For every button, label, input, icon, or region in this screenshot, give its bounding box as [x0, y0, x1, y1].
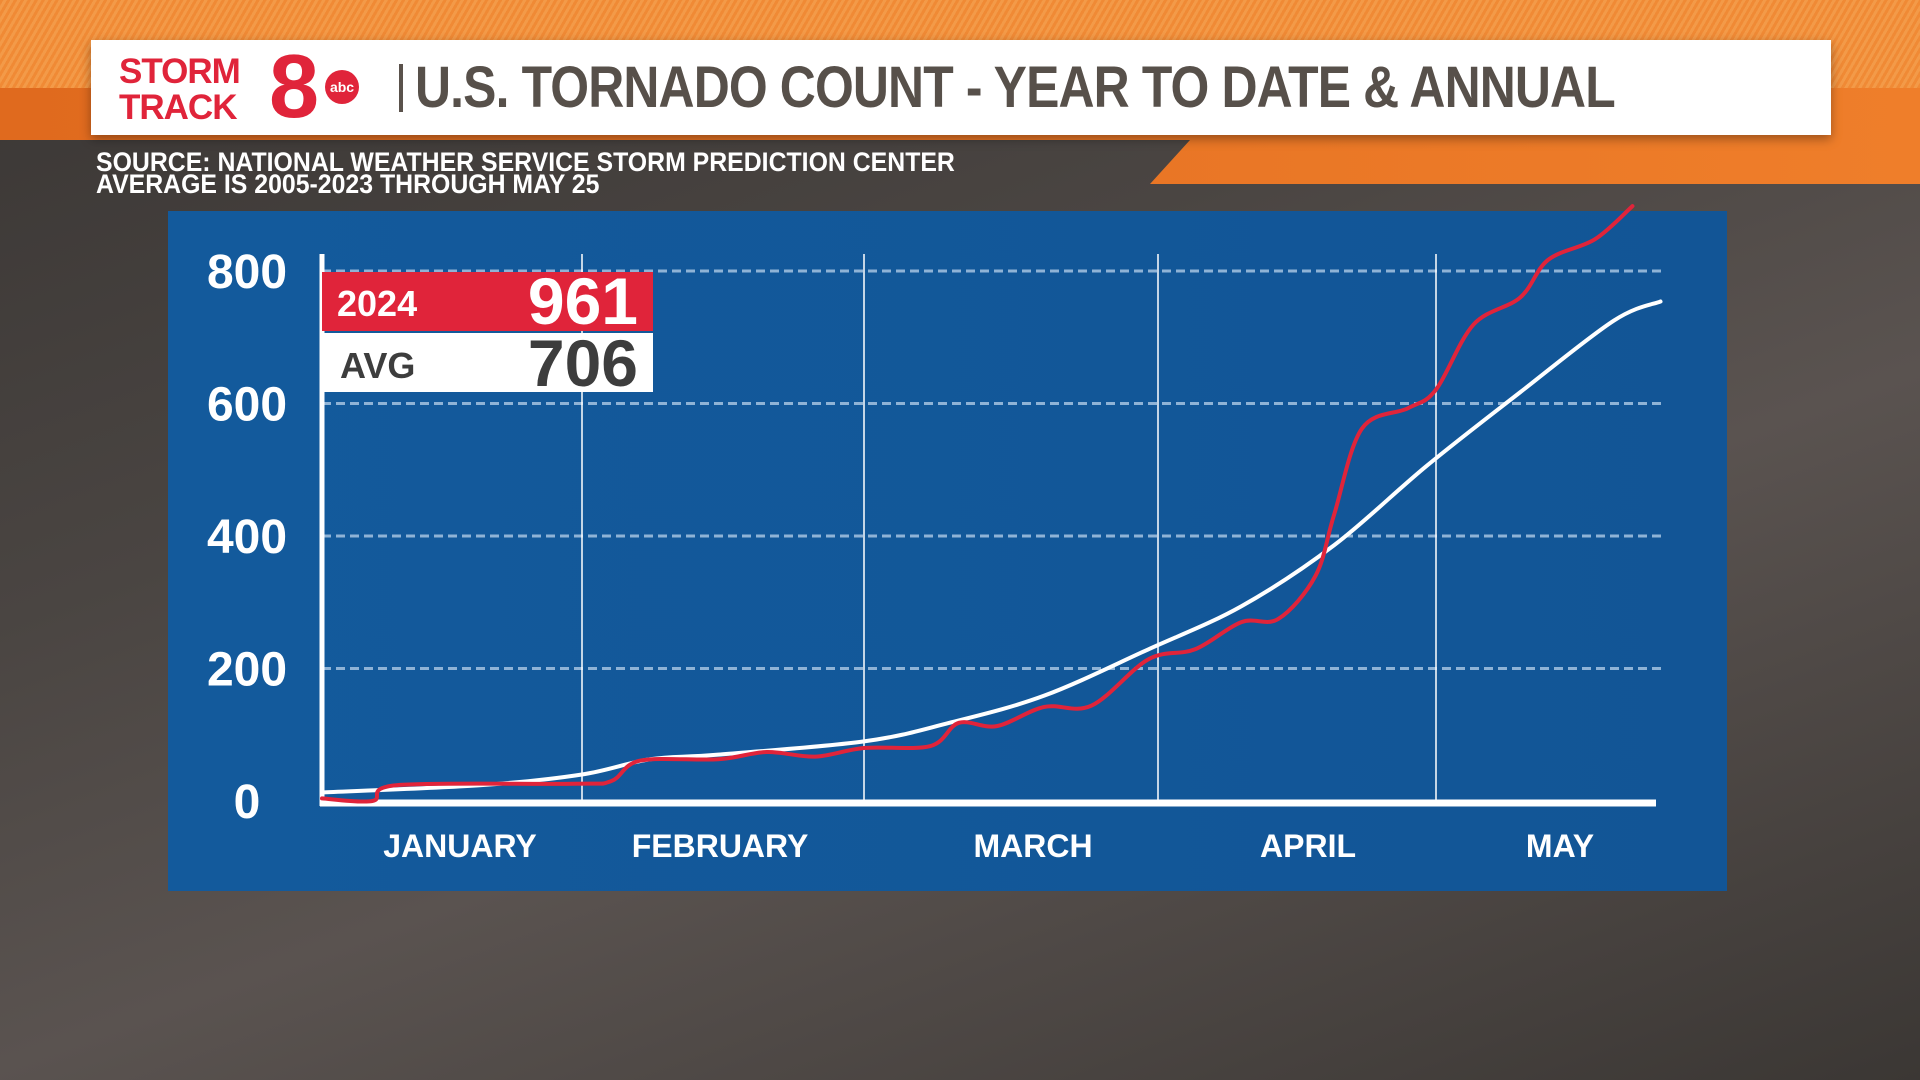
x-tick-label: MAY [1526, 828, 1594, 864]
divider [399, 63, 403, 112]
logo-word-storm: STORM [119, 52, 241, 91]
y-tick-label: 200 [207, 644, 287, 697]
source-text: SOURCE: NATIONAL WEATHER SERVICE STORM P… [96, 147, 955, 177]
legend-avg-value: 706 [528, 326, 638, 400]
legend-2024-bg [322, 272, 653, 331]
legend-2024-label: 2024 [337, 283, 417, 324]
legend-avg-label: AVG [340, 345, 415, 386]
y-tick-label: 400 [207, 511, 287, 564]
legend: 2024 961 AVG 706 [322, 264, 653, 400]
x-tick-label: JANUARY [383, 828, 537, 864]
station-logo: STORM TRACK 8 abc [119, 40, 399, 135]
logo-word-track: TRACK [119, 88, 237, 127]
y-tick-label: 600 [207, 379, 287, 432]
title-bar: STORM TRACK 8 abc U.S. TORNADO COUNT - Y… [91, 40, 1831, 135]
logo-number: 8 [269, 37, 319, 137]
series-line-2024 [320, 204, 1635, 804]
x-tick-label: FEBRUARY [632, 828, 809, 864]
average-note: AVERAGE IS 2005-2023 THROUGH MAY 25 [96, 169, 600, 199]
abc-logo-icon: abc [325, 70, 359, 104]
page-title: U.S. TORNADO COUNT - YEAR TO DATE & ANNU… [415, 55, 1616, 120]
x-tick-label: MARCH [973, 828, 1092, 864]
y-tick-label: 0 [234, 776, 261, 829]
x-tick-label: APRIL [1260, 828, 1356, 864]
legend-avg-bg [322, 333, 653, 392]
y-tick-label: 800 [207, 246, 287, 299]
legend-2024-value: 961 [528, 264, 638, 338]
